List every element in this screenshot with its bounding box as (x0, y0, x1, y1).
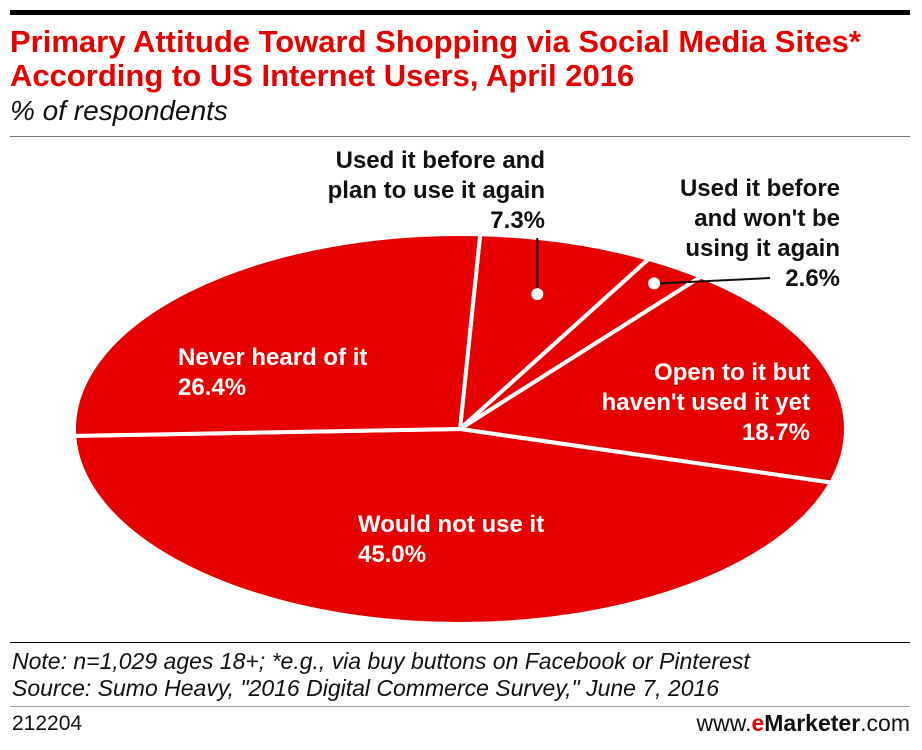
slice-label-never-heard-of-it: Never heard of it 26.4% (178, 344, 367, 401)
slice-label-line: Used it before (680, 175, 840, 202)
pie-labels: Used it before and plan to use it again 7.… (178, 147, 840, 568)
note-text: Note: n=1,029 ages 18+; *e.g., via buy b… (12, 648, 750, 674)
leader-dot (531, 288, 544, 301)
footnote: Note: n=1,029 ages 18+; *e.g., via buy b… (12, 648, 912, 702)
source-text: Source: Sumo Heavy, "2016 Digital Commer… (12, 675, 720, 701)
note-rule (10, 642, 910, 643)
brand-main: Marketer (764, 710, 861, 736)
chart-title: Primary Attitude Toward Shopping via Soc… (10, 24, 861, 93)
slice-label-line: Would not use it (358, 511, 544, 538)
top-rule (10, 10, 910, 15)
slice-value-label: 7.3% (490, 207, 545, 234)
pie-slice-open-to-it-but (458, 274, 848, 485)
chart-id: 212204 (12, 712, 83, 735)
slice-label-line: using it again (685, 235, 840, 262)
slice-value-label: 18.7% (742, 419, 810, 446)
slice-value-label: 45.0% (358, 541, 426, 568)
slice-value-label: 2.6% (785, 265, 840, 292)
slice-label-line: plan to use it again (328, 177, 545, 204)
slice-label-line: haven't used it yet (602, 389, 810, 416)
slice-label-used-it-before: Used it before and won't be using it again… (680, 175, 840, 292)
slice-label-line: Open to it but (654, 359, 810, 386)
chart-subtitle: % of respondents (10, 95, 228, 126)
brand-suffix: .com (860, 710, 910, 736)
subtitle-rule (10, 136, 910, 137)
leader-line (660, 277, 771, 285)
slice-label-used-it-before-and: Used it before and plan to use it again 7.… (328, 147, 545, 234)
slice-label-open-to-it-but: Open to it but haven't used it yet 18.7% (602, 359, 810, 446)
bottom-rule (10, 706, 910, 707)
emarketer-logo[interactable]: www.eMarketer.com (697, 710, 910, 737)
brand-e: e (751, 710, 765, 736)
pie-slices (71, 232, 848, 626)
pie-chart: Used it before and plan to use it again 7.… (71, 147, 848, 626)
slice-value-label: 26.4% (178, 374, 246, 401)
pie-slice-would-not-use-it (72, 427, 834, 626)
pie-slice-used-it-before-and (458, 232, 651, 431)
slice-label-line: and won't be (694, 205, 840, 232)
slice-label-would-not-use-it: Would not use it 45.0% (358, 511, 544, 568)
slice-label-line: Used it before and (336, 147, 545, 174)
pie-slice-never-heard-of-it (71, 232, 483, 438)
leader-dot (648, 277, 661, 290)
slice-label-line: Never heard of it (178, 344, 367, 371)
brand-prefix: www. (696, 710, 752, 736)
